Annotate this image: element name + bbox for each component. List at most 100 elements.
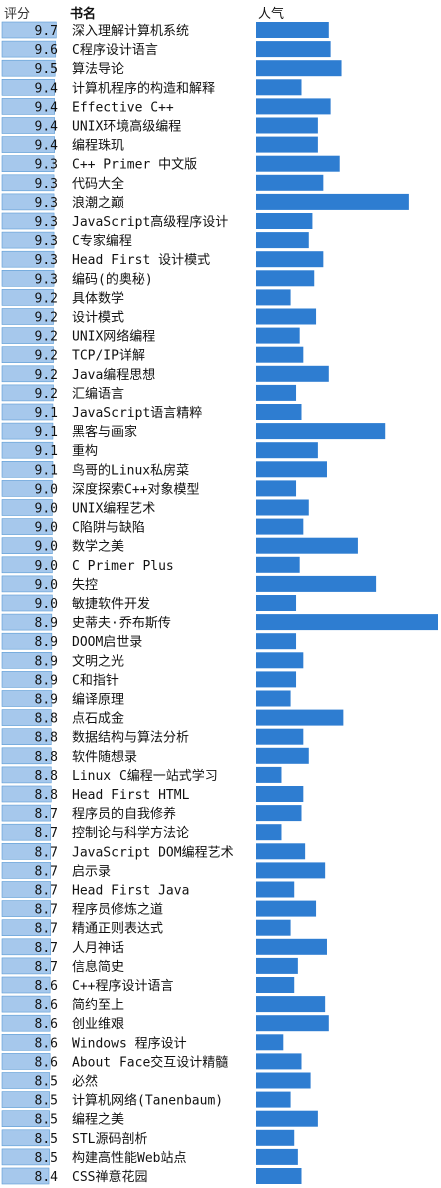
score-bar bbox=[1, 671, 53, 688]
table-row: 9.4 编程珠玑 bbox=[1, 136, 318, 154]
score-label: 9.2 bbox=[35, 291, 58, 306]
popularity-bar bbox=[256, 881, 295, 898]
score-bar bbox=[1, 651, 53, 669]
score-label: 8.8 bbox=[35, 712, 58, 727]
popularity-bar bbox=[256, 518, 304, 535]
score-label: 9.0 bbox=[35, 540, 58, 555]
score-label: 8.7 bbox=[35, 826, 58, 841]
score-bar bbox=[1, 269, 55, 287]
popularity-bar bbox=[256, 919, 291, 936]
score-bar bbox=[1, 365, 54, 383]
score-bar bbox=[1, 862, 52, 879]
score-label: 9.0 bbox=[35, 521, 58, 536]
popularity-bar bbox=[256, 575, 377, 592]
score-label: 8.9 bbox=[35, 616, 58, 631]
score-label: 9.4 bbox=[35, 120, 59, 135]
score-label: 8.4 bbox=[35, 1170, 59, 1185]
table-row: 8.6 Windows 程序设计 bbox=[1, 1034, 284, 1051]
book-title: JavaScript语言精粹 bbox=[72, 406, 202, 421]
score-bar bbox=[1, 346, 54, 364]
book-title: 程序员的自我修养 bbox=[72, 806, 176, 822]
score-label: 8.8 bbox=[35, 769, 58, 784]
book-title: TCP/IP详解 bbox=[72, 349, 145, 364]
score-label: 8.7 bbox=[35, 845, 58, 860]
score-label: 9.7 bbox=[35, 24, 58, 39]
book-title: 数据结构与算法分析 bbox=[72, 731, 189, 746]
score-label: 8.9 bbox=[35, 654, 58, 669]
table-row: 9.3 Head First 设计模式 bbox=[1, 250, 324, 268]
table-row: 9.4 UNIX环境高级编程 bbox=[1, 117, 318, 135]
table-row: 8.9 文明之光 bbox=[1, 651, 304, 669]
score-label: 8.8 bbox=[35, 750, 58, 765]
popularity-bar bbox=[256, 79, 302, 96]
score-label: 9.0 bbox=[35, 578, 58, 593]
score-bar bbox=[1, 976, 51, 994]
score-label: 8.7 bbox=[35, 864, 58, 879]
popularity-bar bbox=[256, 423, 386, 440]
score-label: 8.6 bbox=[35, 1017, 58, 1032]
book-title: 创业维艰 bbox=[72, 1017, 124, 1032]
popularity-bar bbox=[256, 938, 327, 955]
table-row: 8.7 JavaScript DOM编程艺术 bbox=[1, 842, 306, 860]
book-title: C和指针 bbox=[72, 673, 119, 688]
score-bar bbox=[1, 690, 53, 707]
book-title: 史蒂夫·乔布斯传 bbox=[72, 616, 171, 631]
book-title: C陷阱与缺陷 bbox=[72, 521, 145, 536]
score-bar bbox=[1, 79, 55, 96]
table-row: 8.9 史蒂夫·乔布斯传 bbox=[1, 613, 438, 631]
popularity-bar bbox=[256, 1129, 295, 1146]
score-label: 9.1 bbox=[35, 425, 58, 440]
table-row: 9.0 数学之美 bbox=[1, 537, 358, 555]
popularity-bar bbox=[256, 728, 304, 745]
score-bar bbox=[1, 1110, 50, 1127]
table-row: 8.6 创业维艰 bbox=[1, 1014, 329, 1032]
book-title: UNIX网络编程 bbox=[72, 329, 155, 345]
table-row: 9.3 代码大全 bbox=[1, 174, 324, 192]
book-title: STL源码剖析 bbox=[72, 1132, 147, 1147]
popularity-bar bbox=[256, 1015, 329, 1032]
score-bar bbox=[1, 766, 52, 784]
book-title: C Primer Plus bbox=[72, 559, 174, 574]
score-bar bbox=[1, 919, 52, 937]
score-label: 9.2 bbox=[35, 368, 58, 383]
popularity-bar bbox=[256, 633, 297, 650]
popularity-bar bbox=[256, 824, 282, 841]
score-bar bbox=[1, 995, 51, 1013]
score-bar bbox=[1, 441, 54, 459]
score-label: 9.1 bbox=[35, 463, 58, 478]
popularity-bar bbox=[256, 1148, 298, 1165]
score-label: 9.4 bbox=[35, 81, 59, 96]
book-title: UNIX编程艺术 bbox=[72, 502, 155, 517]
score-label: 8.7 bbox=[35, 884, 58, 899]
score-label: 9.2 bbox=[35, 330, 58, 345]
table-row: 8.6 About Face交互设计精髓 bbox=[1, 1053, 302, 1070]
popularity-bar bbox=[256, 270, 315, 287]
score-label: 9.3 bbox=[35, 234, 58, 249]
book-title: 构建高性能Web站点 bbox=[72, 1150, 186, 1166]
score-bar bbox=[1, 881, 52, 898]
score-label: 8.7 bbox=[35, 922, 58, 937]
popularity-bar bbox=[256, 60, 342, 77]
table-row: 8.9 DOOM启世录 bbox=[1, 632, 297, 650]
popularity-bar bbox=[256, 461, 327, 478]
table-row: 8.7 人月神话 bbox=[1, 938, 327, 956]
score-bar bbox=[1, 21, 57, 39]
score-bar bbox=[1, 728, 52, 746]
popularity-bar bbox=[256, 193, 409, 210]
score-label: 9.3 bbox=[35, 196, 58, 211]
table-row: 9.1 鸟哥的Linux私房菜 bbox=[1, 460, 327, 478]
score-column-header: 评分 bbox=[4, 7, 31, 22]
table-row: 9.7 深入理解计算机系统 bbox=[1, 21, 329, 39]
table-row: 8.7 精通正则表达式 bbox=[1, 919, 291, 937]
popularity-bar bbox=[256, 213, 313, 229]
table-row: 9.1 重构 bbox=[1, 441, 318, 459]
score-label: 8.7 bbox=[35, 941, 58, 956]
book-title: Effective C++ bbox=[72, 100, 174, 115]
book-title: 算法导论 bbox=[72, 62, 124, 77]
book-title: 代码大全 bbox=[72, 176, 124, 192]
score-label: 8.5 bbox=[35, 1113, 58, 1128]
table-row: 9.4 计算机程序的构造和解释 bbox=[1, 79, 302, 96]
popularity-bar bbox=[256, 22, 329, 38]
table-row: 8.8 Linux C编程一站式学习 bbox=[1, 766, 282, 784]
book-title: 启示录 bbox=[72, 864, 111, 879]
